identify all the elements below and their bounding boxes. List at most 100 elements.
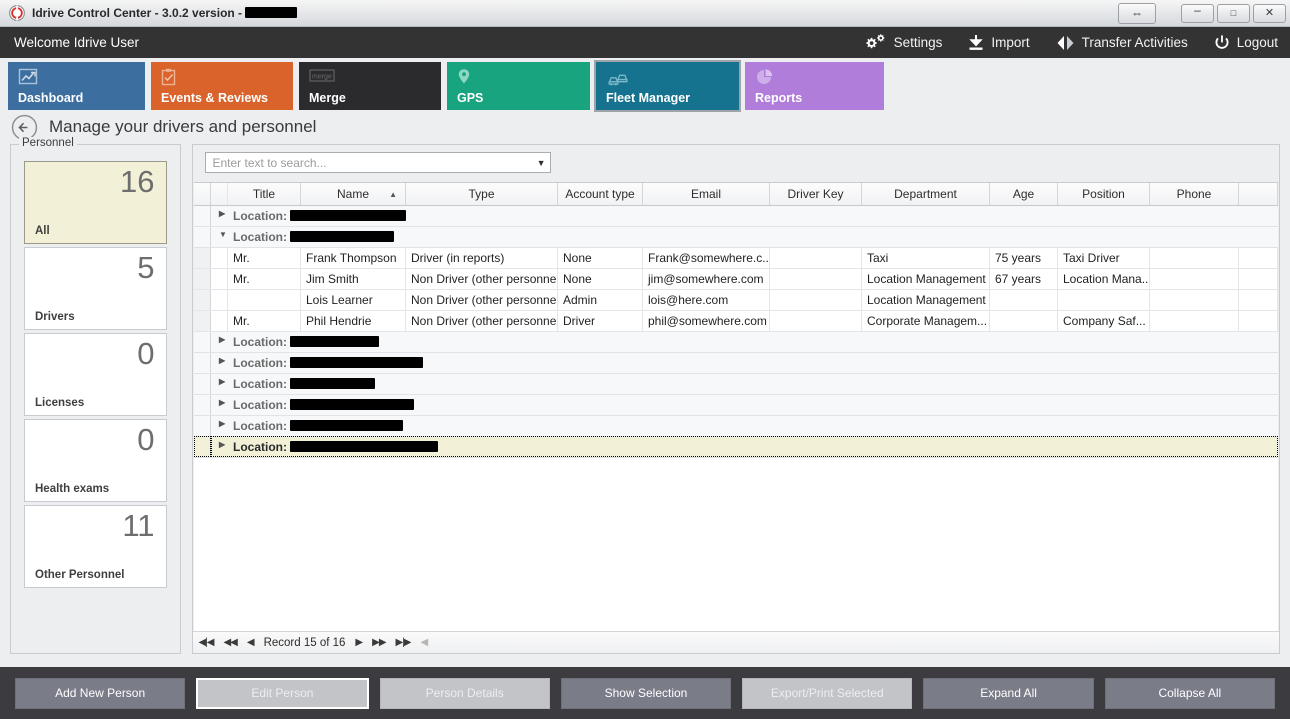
col-name[interactable]: Name ▲ <box>300 183 406 206</box>
card-all[interactable]: 16 All <box>24 161 167 244</box>
card-health-exams[interactable]: 0 Health exams <box>24 419 167 502</box>
prev-page-icon[interactable]: ◀◀ <box>223 637 237 648</box>
group-label: Location: <box>233 439 291 454</box>
group-label-cell: ▶ Location: <box>210 436 1278 458</box>
expand-group-icon[interactable]: ▶ <box>219 334 226 344</box>
person-details-button[interactable]: Person Details <box>379 677 550 709</box>
import-button[interactable]: Import <box>968 34 1030 52</box>
first-page-icon[interactable]: ◀|◀ <box>198 637 215 648</box>
pie-chart-icon <box>757 69 773 84</box>
close-button[interactable]: ✕ <box>1253 3 1286 23</box>
transfer-label: Transfer Activities <box>1081 35 1188 50</box>
cell-department: Taxi <box>861 247 990 269</box>
cell-department: Location Management <box>861 289 990 311</box>
card-licenses[interactable]: 0 Licenses <box>24 333 167 416</box>
tab-dashboard-label: Dashboard <box>18 91 84 105</box>
cell-position: Taxi Driver <box>1057 247 1150 269</box>
next-page-icon[interactable]: ▶▶ <box>372 637 386 648</box>
table-row[interactable]: Lois Learner Non Driver (other personnel)… <box>193 289 1278 311</box>
col-type[interactable]: Type <box>405 183 558 206</box>
last-page-icon[interactable]: ▶|▶ <box>395 637 412 648</box>
tab-dashboard[interactable]: Dashboard <box>8 62 145 110</box>
tab-merge[interactable]: merge Merge <box>299 62 441 110</box>
col-department[interactable]: Department <box>861 183 990 206</box>
expand-group-icon[interactable]: ▶ <box>219 397 226 407</box>
expander-header <box>210 183 228 206</box>
expand-group-icon[interactable]: ▶ <box>219 355 226 365</box>
add-new-person-button[interactable]: Add New Person <box>15 677 186 709</box>
show-selection-button[interactable]: Show Selection <box>560 677 732 709</box>
col-filler <box>1238 183 1278 206</box>
grid-group-row[interactable]: ▶ Location: <box>193 394 1278 416</box>
collapse-all-button[interactable]: Collapse All <box>1104 677 1275 709</box>
cell-name: Jim Smith <box>300 268 406 290</box>
grid-body: ▶ Location: ▼ Location: Mr. Frank Thompson D… <box>193 205 1278 458</box>
cell-email: jim@somewhere.com <box>642 268 770 290</box>
search-input[interactable]: Enter text to search... ▼ <box>204 152 551 173</box>
expand-group-icon[interactable]: ▶ <box>219 208 226 218</box>
grid-group-row[interactable]: ▶ Location: <box>193 352 1278 374</box>
logout-button[interactable]: Logout <box>1214 34 1278 52</box>
chevron-down-icon[interactable]: ▼ <box>536 157 546 168</box>
expand-all-button[interactable]: Expand All <box>923 677 1094 709</box>
tab-gps-label: GPS <box>457 91 484 105</box>
col-driver-key[interactable]: Driver Key <box>769 183 862 206</box>
col-position[interactable]: Position <box>1057 183 1150 206</box>
row-indicator-cell <box>193 352 211 374</box>
table-row[interactable]: Mr. Phil Hendrie Non Driver (other personn… <box>193 310 1278 332</box>
table-row[interactable]: Mr. Frank Thompson Driver (in reports) None… <box>193 247 1278 269</box>
table-row[interactable]: Mr. Jim Smith Non Driver (other personnel)… <box>193 268 1278 290</box>
tab-gps[interactable]: GPS <box>447 62 590 110</box>
next-record-icon[interactable]: ▶ <box>355 637 363 648</box>
collapse-group-icon[interactable]: ▼ <box>219 229 227 239</box>
col-title[interactable]: Title <box>227 183 301 206</box>
redacted-location-name <box>290 419 404 431</box>
row-indicator-cell <box>193 205 211 227</box>
expand-group-icon[interactable]: ▶ <box>219 439 226 449</box>
tab-reports-label: Reports <box>755 91 803 105</box>
tab-events-reviews[interactable]: Events & Reviews <box>151 62 293 110</box>
card-drivers[interactable]: 5 Drivers <box>24 247 167 330</box>
prev-record-icon[interactable]: ◀ <box>246 637 255 648</box>
scroll-left-icon[interactable]: ◀ <box>420 637 429 648</box>
grid-group-row[interactable]: ▶ Location: <box>193 415 1278 437</box>
settings-button[interactable]: Settings <box>865 33 942 52</box>
cell-filler <box>1238 247 1278 269</box>
group-label-cell: ▶ Location: <box>210 331 1278 353</box>
maximize-button[interactable]: □ <box>1217 3 1250 23</box>
col-phone[interactable]: Phone <box>1149 183 1239 206</box>
card-other-personnel[interactable]: 11 Other Personnel <box>24 505 167 588</box>
edit-person-button[interactable]: Edit Person <box>196 677 369 709</box>
grid-group-row[interactable]: ▶ Location: <box>193 205 1278 227</box>
row-indicator-cell: ▶ <box>193 436 211 458</box>
col-age[interactable]: Age <box>989 183 1058 206</box>
grid-group-row[interactable]: ▼ Location: <box>193 226 1278 248</box>
minimize-button[interactable]: – <box>1181 3 1214 23</box>
cell-filler <box>1238 289 1278 311</box>
tab-fleet-manager[interactable]: Fleet Manager <box>594 60 741 112</box>
col-email[interactable]: Email <box>642 183 770 206</box>
expand-group-icon[interactable]: ▶ <box>219 418 226 428</box>
expand-group-icon[interactable]: ▶ <box>219 376 226 386</box>
cell-phone <box>1149 268 1239 290</box>
row-expander-cell <box>210 247 228 269</box>
car-icon <box>608 74 628 86</box>
grid-group-row[interactable]: ▶ Location: <box>193 373 1278 395</box>
export-print-selected-button[interactable]: Export/Print Selected <box>742 677 913 709</box>
group-label-cell: ▼ Location: <box>210 226 1278 248</box>
redacted-location-name <box>290 356 424 368</box>
personnel-sidebar: Personnel 16 All 5 Drivers 0 Licenses 0 … <box>10 137 181 654</box>
cell-name: Frank Thompson <box>300 247 406 269</box>
tab-reports[interactable]: Reports <box>745 62 884 110</box>
cell-department: Corporate Managem... <box>861 310 990 332</box>
group-label: Location: <box>233 397 291 412</box>
transfer-activities-button[interactable]: Transfer Activities <box>1056 34 1188 52</box>
svg-text:merge: merge <box>312 74 332 81</box>
card-other-personnel-count: 11 <box>122 508 155 543</box>
cell-filler <box>1238 310 1278 332</box>
restore-size-button[interactable]: ⇔ <box>1118 2 1156 24</box>
grid-group-row[interactable]: ▶ Location: <box>193 331 1278 353</box>
grid-group-row[interactable]: ▶ ▶ Location: <box>193 436 1278 458</box>
col-account-type[interactable]: Account type <box>557 183 643 206</box>
